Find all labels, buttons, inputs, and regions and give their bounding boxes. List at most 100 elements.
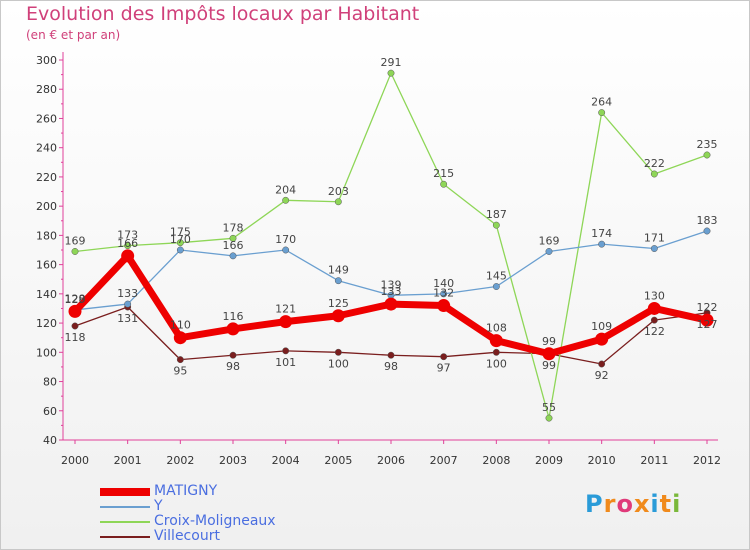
legend-swatch-y — [100, 506, 150, 508]
x-tick-label: 2011 — [640, 454, 668, 467]
data-point-villecourt — [492, 348, 500, 356]
x-tick-label: 2008 — [482, 454, 510, 467]
data-label-villecourt: 131 — [117, 312, 138, 325]
y-tick-label: 60 — [43, 405, 57, 418]
data-point-villecourt — [598, 360, 606, 368]
data-point-y — [229, 252, 237, 260]
data-point-croix-moligneaux — [598, 109, 606, 117]
data-label-croix-moligneaux: 204 — [275, 183, 296, 196]
data-label-y: 171 — [644, 232, 665, 245]
data-point-croix-moligneaux — [334, 198, 342, 206]
data-point-matigny — [595, 332, 609, 346]
logo-letter: x — [633, 490, 651, 518]
data-label-matigny: 166 — [117, 237, 138, 250]
logo-letter: P — [585, 490, 604, 518]
data-point-matigny — [279, 315, 293, 329]
y-tick-label: 260 — [36, 112, 57, 125]
data-label-croix-moligneaux: 291 — [381, 56, 402, 69]
data-label-matigny: 110 — [170, 319, 191, 332]
data-label-matigny: 122 — [697, 301, 718, 314]
data-point-y — [440, 290, 448, 298]
x-tick-label: 2007 — [430, 454, 458, 467]
data-label-croix-moligneaux: 264 — [591, 96, 612, 109]
data-label-y: 183 — [697, 214, 718, 227]
data-point-croix-moligneaux — [229, 234, 237, 242]
data-label-villecourt: 95 — [173, 365, 187, 378]
data-label-y: 129 — [65, 293, 86, 306]
data-point-villecourt — [650, 316, 658, 324]
data-label-matigny: 99 — [542, 335, 556, 348]
data-label-y: 170 — [170, 233, 191, 246]
data-label-y: 145 — [486, 270, 507, 283]
data-point-croix-moligneaux — [176, 239, 184, 247]
data-point-matigny — [226, 322, 240, 336]
data-point-matigny — [647, 301, 661, 315]
data-label-matigny: 132 — [433, 287, 454, 300]
data-point-croix-moligneaux — [703, 151, 711, 159]
data-label-croix-moligneaux: 215 — [433, 167, 454, 180]
chart-title: Evolution des Impôts locaux par Habitant — [26, 3, 420, 25]
data-point-croix-moligneaux — [440, 180, 448, 188]
data-label-y: 174 — [591, 227, 612, 240]
data-point-villecourt — [334, 348, 342, 356]
data-point-matigny — [384, 297, 398, 311]
data-label-villecourt: 127 — [697, 318, 718, 331]
data-point-y — [282, 246, 290, 254]
x-tick-label: 2000 — [61, 454, 89, 467]
data-label-villecourt: 97 — [437, 362, 451, 375]
data-label-croix-moligneaux: 222 — [644, 157, 665, 170]
data-point-y — [703, 227, 711, 235]
logo-letter: i — [650, 490, 660, 518]
data-label-villecourt: 98 — [384, 360, 398, 373]
data-label-matigny: 116 — [223, 310, 244, 323]
data-label-matigny: 130 — [644, 289, 665, 302]
chart-subtitle: (en € et par an) — [26, 28, 121, 42]
x-tick-label: 2003 — [219, 454, 247, 467]
y-tick-label: 160 — [36, 259, 57, 272]
logo-letter: t — [659, 490, 673, 518]
x-tick-label: 2010 — [588, 454, 616, 467]
legend-swatch-villecourt — [100, 536, 150, 538]
data-label-villecourt: 122 — [644, 325, 665, 338]
data-point-matigny — [542, 347, 556, 361]
data-point-matigny — [331, 309, 345, 323]
data-point-matigny — [173, 331, 187, 345]
data-point-villecourt — [440, 353, 448, 361]
data-label-matigny: 121 — [275, 303, 296, 316]
data-label-y: 149 — [328, 264, 349, 277]
legend-label-croix-moligneaux: Croix-Moligneaux — [154, 513, 276, 529]
x-tick-label: 2009 — [535, 454, 563, 467]
legend-swatch-matigny — [100, 488, 150, 496]
data-point-y — [334, 277, 342, 285]
data-point-croix-moligneaux — [545, 414, 553, 422]
data-point-croix-moligneaux — [387, 69, 395, 77]
y-tick-label: 80 — [43, 376, 57, 389]
data-label-matigny: 125 — [328, 297, 349, 310]
y-tick-label: 220 — [36, 171, 57, 184]
data-label-y: 170 — [275, 233, 296, 246]
y-tick-label: 100 — [36, 346, 57, 359]
data-label-croix-moligneaux: 178 — [223, 221, 244, 234]
x-tick-label: 2012 — [693, 454, 721, 467]
data-label-matigny: 108 — [486, 322, 507, 335]
x-tick-label: 2002 — [166, 454, 194, 467]
legend-label-matigny: MATIGNY — [154, 483, 218, 499]
y-tick-label: 40 — [43, 434, 57, 447]
data-label-croix-moligneaux: 173 — [117, 229, 138, 242]
series-villecourt — [71, 303, 711, 368]
data-point-croix-moligneaux — [124, 242, 132, 250]
data-point-croix-moligneaux — [650, 170, 658, 178]
data-label-y: 169 — [539, 234, 560, 247]
logo-letter: r — [603, 490, 617, 518]
data-label-villecourt: 118 — [65, 331, 86, 344]
data-label-villecourt: 92 — [595, 369, 609, 382]
y-tick-label: 200 — [36, 200, 57, 213]
legend-swatch-croix-moligneaux — [100, 521, 150, 523]
data-label-y: 166 — [223, 239, 244, 252]
y-tick-label: 300 — [36, 54, 57, 67]
data-point-matigny — [437, 299, 451, 313]
data-label-croix-moligneaux: 203 — [328, 185, 349, 198]
data-point-villecourt — [229, 351, 237, 359]
